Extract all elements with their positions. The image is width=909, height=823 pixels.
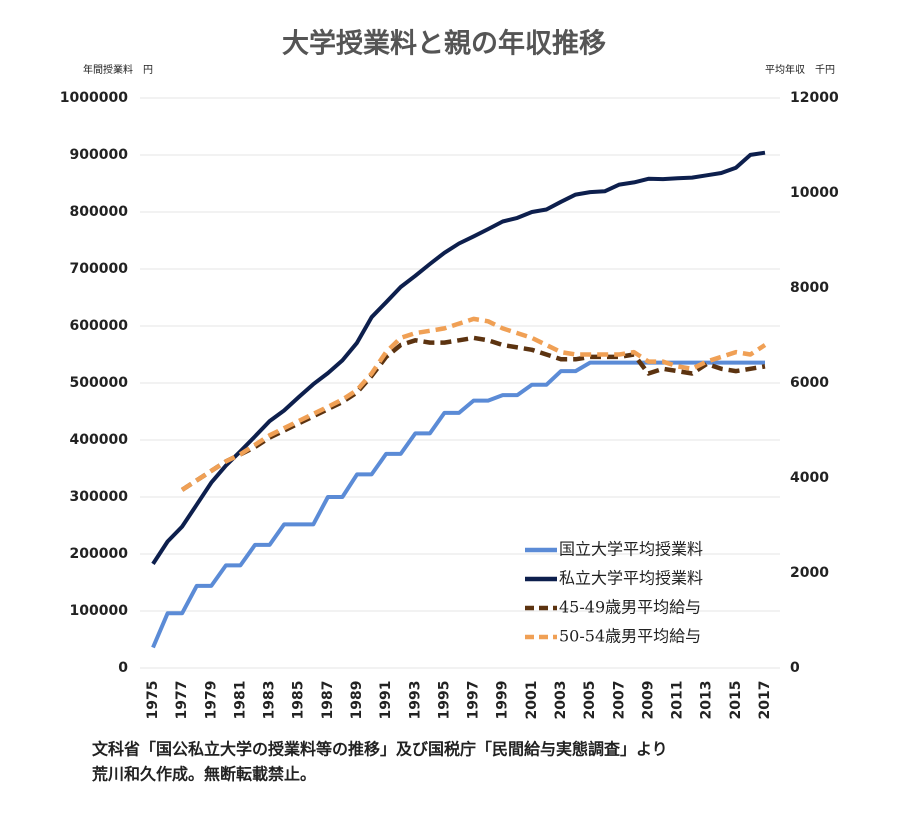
chart-title: 大学授業料と親の年収推移 xyxy=(282,28,606,60)
x-tick-label: 2003 xyxy=(553,681,569,720)
y2-tick-label: 0 xyxy=(790,660,800,676)
y-tick-label: 0 xyxy=(118,660,128,676)
y-tick-label: 200000 xyxy=(70,546,129,562)
x-tick-label: 1993 xyxy=(407,681,423,720)
y-tick-label: 900000 xyxy=(70,147,129,163)
y2-tick-label: 10000 xyxy=(790,185,839,201)
y-tick-label: 300000 xyxy=(70,489,129,505)
x-tick-label: 1983 xyxy=(262,681,278,720)
x-tick-label: 1987 xyxy=(320,681,336,720)
legend-label: 50-54歳男平均給与 xyxy=(559,627,701,646)
x-tick-label: 2009 xyxy=(640,681,656,720)
legend-label: 私立大学平均授業料 xyxy=(559,569,703,588)
x-tick-label: 1985 xyxy=(291,681,307,720)
note: 文科省「国公私立大学の授業料等の推移」及び国税庁「民間給与実態調査」より xyxy=(92,740,668,759)
y-tick-label: 100000 xyxy=(70,603,129,619)
legend-label: 国立大学平均授業料 xyxy=(559,540,703,559)
x-tick-label: 2007 xyxy=(611,681,627,720)
x-tick-label: 2011 xyxy=(670,681,686,720)
y-tick-label: 1000000 xyxy=(60,90,128,106)
x-tick-label: 1991 xyxy=(378,681,394,720)
note: 荒川和久作成。無断転載禁止。 xyxy=(91,765,316,784)
x-tick-label: 1999 xyxy=(495,681,511,720)
x-tick-label: 1997 xyxy=(466,681,482,720)
x-tick-label: 2015 xyxy=(728,681,744,720)
x-tick-label: 1979 xyxy=(203,681,219,720)
x-tick-label: 1981 xyxy=(232,681,248,720)
x-tick-label: 2005 xyxy=(582,681,598,720)
x-tick-label: 2001 xyxy=(524,681,540,720)
y2-tick-label: 2000 xyxy=(790,565,829,581)
y2-tick-label: 8000 xyxy=(790,280,829,296)
y-tick-label: 600000 xyxy=(70,318,129,334)
y-tick-label: 400000 xyxy=(70,432,129,448)
y2-tick-label: 6000 xyxy=(790,375,829,391)
x-tick-label: 1977 xyxy=(174,681,190,720)
series-line xyxy=(151,150,766,565)
y2-tick-label: 4000 xyxy=(790,470,829,486)
y2-axis-label: 平均年収 千円 xyxy=(765,63,835,76)
y2-tick-label: 12000 xyxy=(790,90,839,106)
y-tick-label: 800000 xyxy=(70,204,129,220)
x-tick-label: 1975 xyxy=(145,681,161,720)
series-line xyxy=(180,316,767,492)
y-tick-label: 500000 xyxy=(70,375,129,391)
legend-label: 45-49歳男平均給与 xyxy=(559,598,701,617)
x-tick-label: 1989 xyxy=(349,681,365,720)
x-tick-label: 1995 xyxy=(436,681,452,720)
x-tick-label: 2017 xyxy=(757,681,773,720)
x-tick-label: 2013 xyxy=(699,681,715,720)
y-axis-label: 年間授業料 円 xyxy=(83,63,153,76)
y-tick-label: 700000 xyxy=(70,261,129,277)
